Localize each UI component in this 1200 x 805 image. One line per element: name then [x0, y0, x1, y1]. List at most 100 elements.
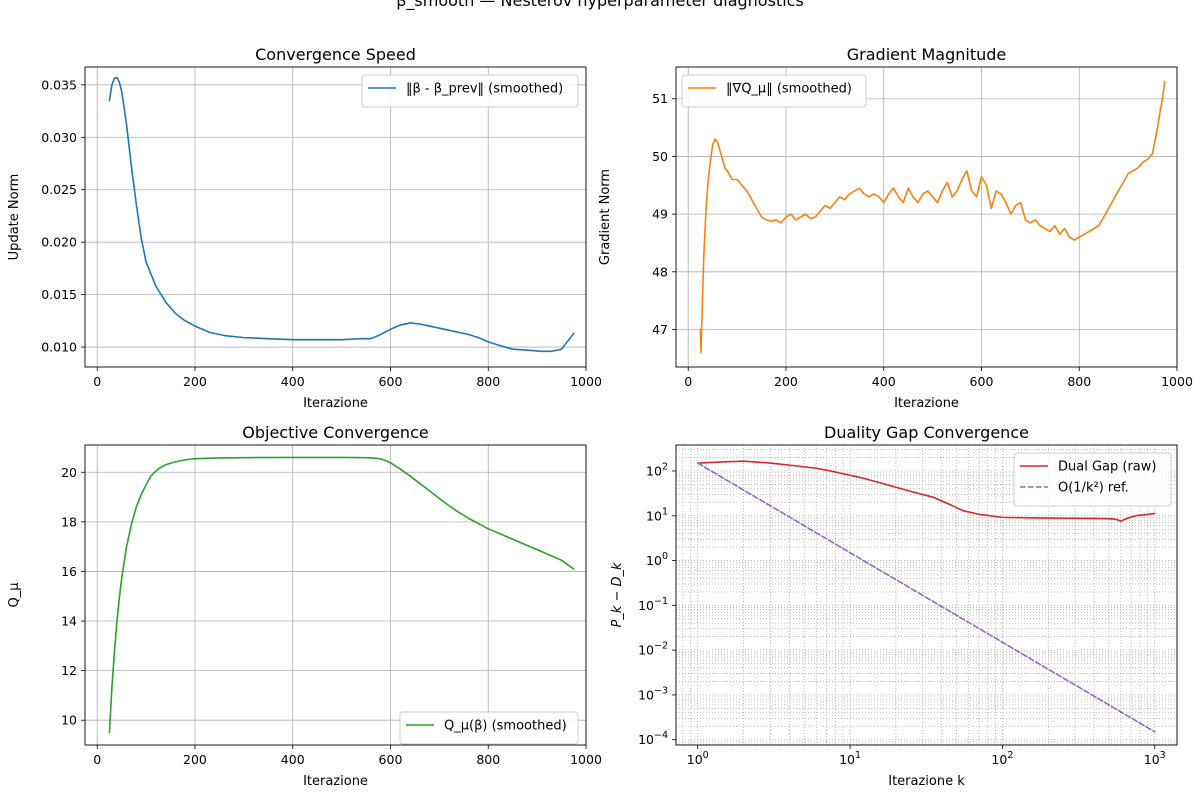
legend-label: O(1/k²) ref.: [1058, 481, 1129, 496]
y-tick-mantissa: 10: [646, 553, 662, 568]
axes-frame: [84, 444, 587, 746]
legend-label: Q_μ(β) (smoothed): [444, 719, 567, 734]
y-tick-mantissa: 10: [646, 508, 662, 523]
x-tick-label: 200: [183, 752, 207, 767]
y-tick-mantissa: 10: [638, 598, 654, 613]
legend-label: ‖β - β_prev‖ (smoothed): [406, 82, 563, 97]
x-tick-label: 101: [839, 750, 861, 767]
x-tick-label: 400: [872, 374, 896, 389]
chart-title: Objective Convergence: [242, 423, 428, 442]
y-tick-label: 48: [652, 264, 668, 279]
chart-2: 0 200 400 600 800 1000 47 48 49 50 51 Gradient Magn…: [598, 45, 1193, 411]
figure-suptitle: β_smooth — Nesterov hyperparameter diagn…: [396, 0, 804, 10]
y-tick-exponent: −3: [654, 685, 668, 696]
axes-frame: [675, 66, 1178, 368]
axes-frame: [675, 444, 1178, 746]
y-tick-label: 18: [61, 514, 77, 529]
y-tick-exponent: −2: [654, 641, 668, 652]
x-tick-label: 0: [93, 752, 101, 767]
y-axis-label: Gradient Norm: [598, 169, 613, 265]
x-tick-label: 200: [183, 374, 207, 389]
y-tick-exponent: −4: [654, 730, 668, 741]
grid: [676, 67, 1178, 367]
chart-title: Convergence Speed: [255, 45, 416, 64]
x-axis-label: Iterazione: [303, 774, 368, 789]
y-tick-label: 101: [646, 506, 668, 523]
legend: Dual Gap (raw) O(1/k²) ref.: [1013, 452, 1172, 507]
chart-3: 0 200 400 600 800 1000 10 12 14 16 18 20 Objective C…: [7, 423, 602, 789]
y-tick-label: 10−4: [638, 730, 668, 747]
series-line-1: [696, 460, 1156, 522]
y-tick-label: 0.025: [41, 182, 77, 197]
y-tick-label: 100: [646, 551, 668, 568]
series-line-2: [696, 462, 1156, 733]
x-tick-label: 600: [379, 752, 403, 767]
legend: ‖β - β_prev‖ (smoothed): [361, 74, 579, 108]
x-tick-mantissa: 10: [687, 752, 703, 767]
x-tick-label: 200: [774, 374, 798, 389]
x-tick-label: 1000: [570, 374, 602, 389]
y-tick-label: 50: [652, 149, 668, 164]
x-axis-label: Iterazione: [303, 396, 368, 411]
series-line-1: [108, 456, 575, 734]
x-tick-label: 0: [684, 374, 692, 389]
y-tick-label: 10: [61, 713, 77, 728]
legend-label: Dual Gap (raw): [1058, 460, 1156, 475]
grid: [85, 445, 587, 745]
y-tick-mantissa: 10: [646, 463, 662, 478]
y-tick-label: 0.015: [41, 287, 77, 302]
series-line-1: [699, 80, 1166, 354]
y-tick-label: 47: [652, 322, 668, 337]
x-tick-label: 100: [687, 750, 709, 767]
legend-box: [681, 74, 867, 108]
legend-box: [1013, 452, 1172, 507]
x-tick-exponent: 0: [703, 750, 709, 761]
chart-title: Duality Gap Convergence: [824, 423, 1029, 442]
legend-label: ‖∇Q_μ‖ (smoothed): [726, 82, 852, 97]
chart-4: 100 101 102 10310−410−310−210−1100101102Dua…: [610, 423, 1178, 789]
x-tick-mantissa: 10: [991, 752, 1007, 767]
x-tick-label: 600: [970, 374, 994, 389]
x-tick-label: 800: [1067, 374, 1091, 389]
y-tick-label: 51: [652, 91, 668, 106]
y-tick-label: 0.010: [41, 340, 77, 355]
x-tick-label: 102: [991, 750, 1013, 767]
x-tick-label: 103: [1144, 750, 1166, 767]
y-tick-mantissa: 10: [638, 643, 654, 658]
y-axis-label: Q_μ: [7, 582, 22, 607]
y-tick-label: 10−2: [638, 641, 668, 658]
chart-1: 0 200 400 600 800 1000 0.010 0.015 0.020 0.025 0.0…: [7, 45, 602, 411]
x-tick-label: 400: [281, 374, 305, 389]
y-axis-label: Update Norm: [7, 174, 22, 261]
legend: Q_μ(β) (smoothed): [399, 711, 579, 745]
y-tick-mantissa: 10: [638, 687, 654, 702]
legend-box: [361, 74, 579, 108]
series-line-1: [108, 76, 575, 353]
x-tick-mantissa: 10: [839, 752, 855, 767]
y-tick-exponent: 0: [662, 551, 668, 562]
y-tick-label: 49: [652, 207, 668, 222]
y-tick-exponent: 2: [662, 461, 668, 472]
x-tick-mantissa: 10: [1144, 752, 1160, 767]
x-tick-label: 0: [93, 374, 101, 389]
x-tick-exponent: 2: [1007, 750, 1013, 761]
x-tick-exponent: 3: [1160, 750, 1166, 761]
axes-frame: [84, 66, 587, 368]
grid: [85, 67, 587, 367]
y-tick-label: 20: [61, 465, 77, 480]
x-tick-exponent: 1: [855, 750, 861, 761]
legend-box: [399, 711, 579, 745]
legend: ‖∇Q_μ‖ (smoothed): [681, 74, 867, 108]
y-tick-label: 14: [61, 614, 77, 629]
x-tick-label: 1000: [570, 752, 602, 767]
x-tick-label: 400: [281, 752, 305, 767]
y-tick-label: 102: [646, 461, 668, 478]
y-tick-label: 0.020: [41, 235, 77, 250]
x-axis-label: Iterazione: [894, 396, 959, 411]
y-tick-label: 10−3: [638, 685, 668, 702]
y-tick-label: 0.035: [41, 77, 77, 92]
x-tick-label: 1000: [1161, 374, 1193, 389]
x-tick-label: 800: [476, 374, 500, 389]
y-tick-label: 12: [61, 663, 77, 678]
